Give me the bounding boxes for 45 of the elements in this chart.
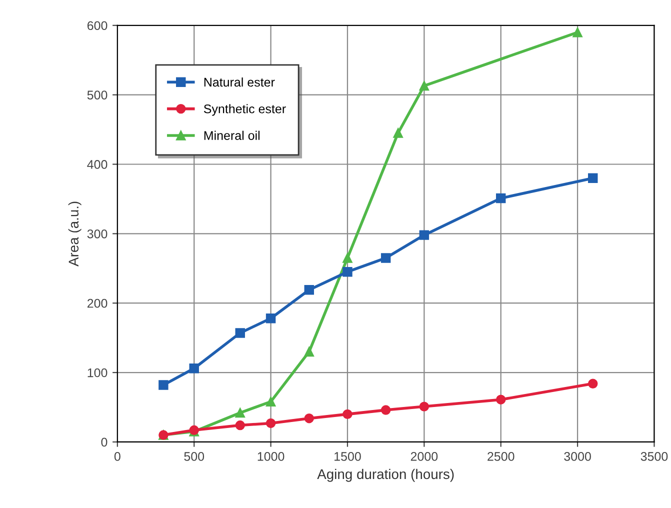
point	[304, 413, 314, 424]
point	[235, 328, 245, 338]
point	[588, 378, 598, 389]
x-axis-title: Aging duration (hours)	[317, 468, 454, 482]
point	[266, 418, 276, 428]
y-tick-label: 600	[87, 21, 108, 30]
x-tick-label: 2500	[488, 452, 514, 461]
x-tick-label: 3000	[564, 452, 591, 461]
point	[158, 380, 168, 390]
x-tick-label: 500	[184, 452, 204, 461]
legend-label: Synthetic ester	[204, 104, 286, 116]
point	[393, 128, 403, 138]
point	[496, 193, 506, 204]
point	[266, 396, 276, 407]
y-tick-label: 400	[87, 160, 108, 169]
x-tick-label: 2000	[410, 452, 438, 461]
x-tick-label: 0	[114, 452, 120, 461]
point	[380, 253, 391, 263]
y-tick-label: 100	[88, 368, 108, 378]
point	[304, 285, 314, 295]
point	[496, 394, 506, 404]
point	[342, 253, 352, 263]
point	[235, 420, 245, 430]
point	[419, 402, 430, 412]
point	[572, 27, 582, 38]
point	[235, 408, 245, 418]
y-tick-label: 300	[87, 229, 108, 238]
x-tick-label: 1000	[258, 452, 284, 461]
y-tick-label: 500	[87, 90, 108, 100]
point	[266, 314, 276, 324]
x-tick-label: 3500	[640, 452, 668, 461]
point	[304, 346, 314, 357]
point	[419, 230, 430, 240]
legend-label: Natural ester	[204, 77, 275, 87]
point	[419, 80, 430, 91]
point	[588, 173, 598, 183]
y-tick-label: 0	[101, 438, 108, 447]
y-tick-label: 200	[87, 298, 108, 308]
legend-label: Mineral oil	[204, 130, 260, 140]
point	[342, 409, 352, 420]
point	[189, 364, 199, 374]
point	[380, 405, 391, 415]
x-tick-label: 1500	[334, 452, 361, 461]
point	[342, 267, 352, 277]
y-axis-title: Area (a.u.)	[68, 202, 82, 266]
